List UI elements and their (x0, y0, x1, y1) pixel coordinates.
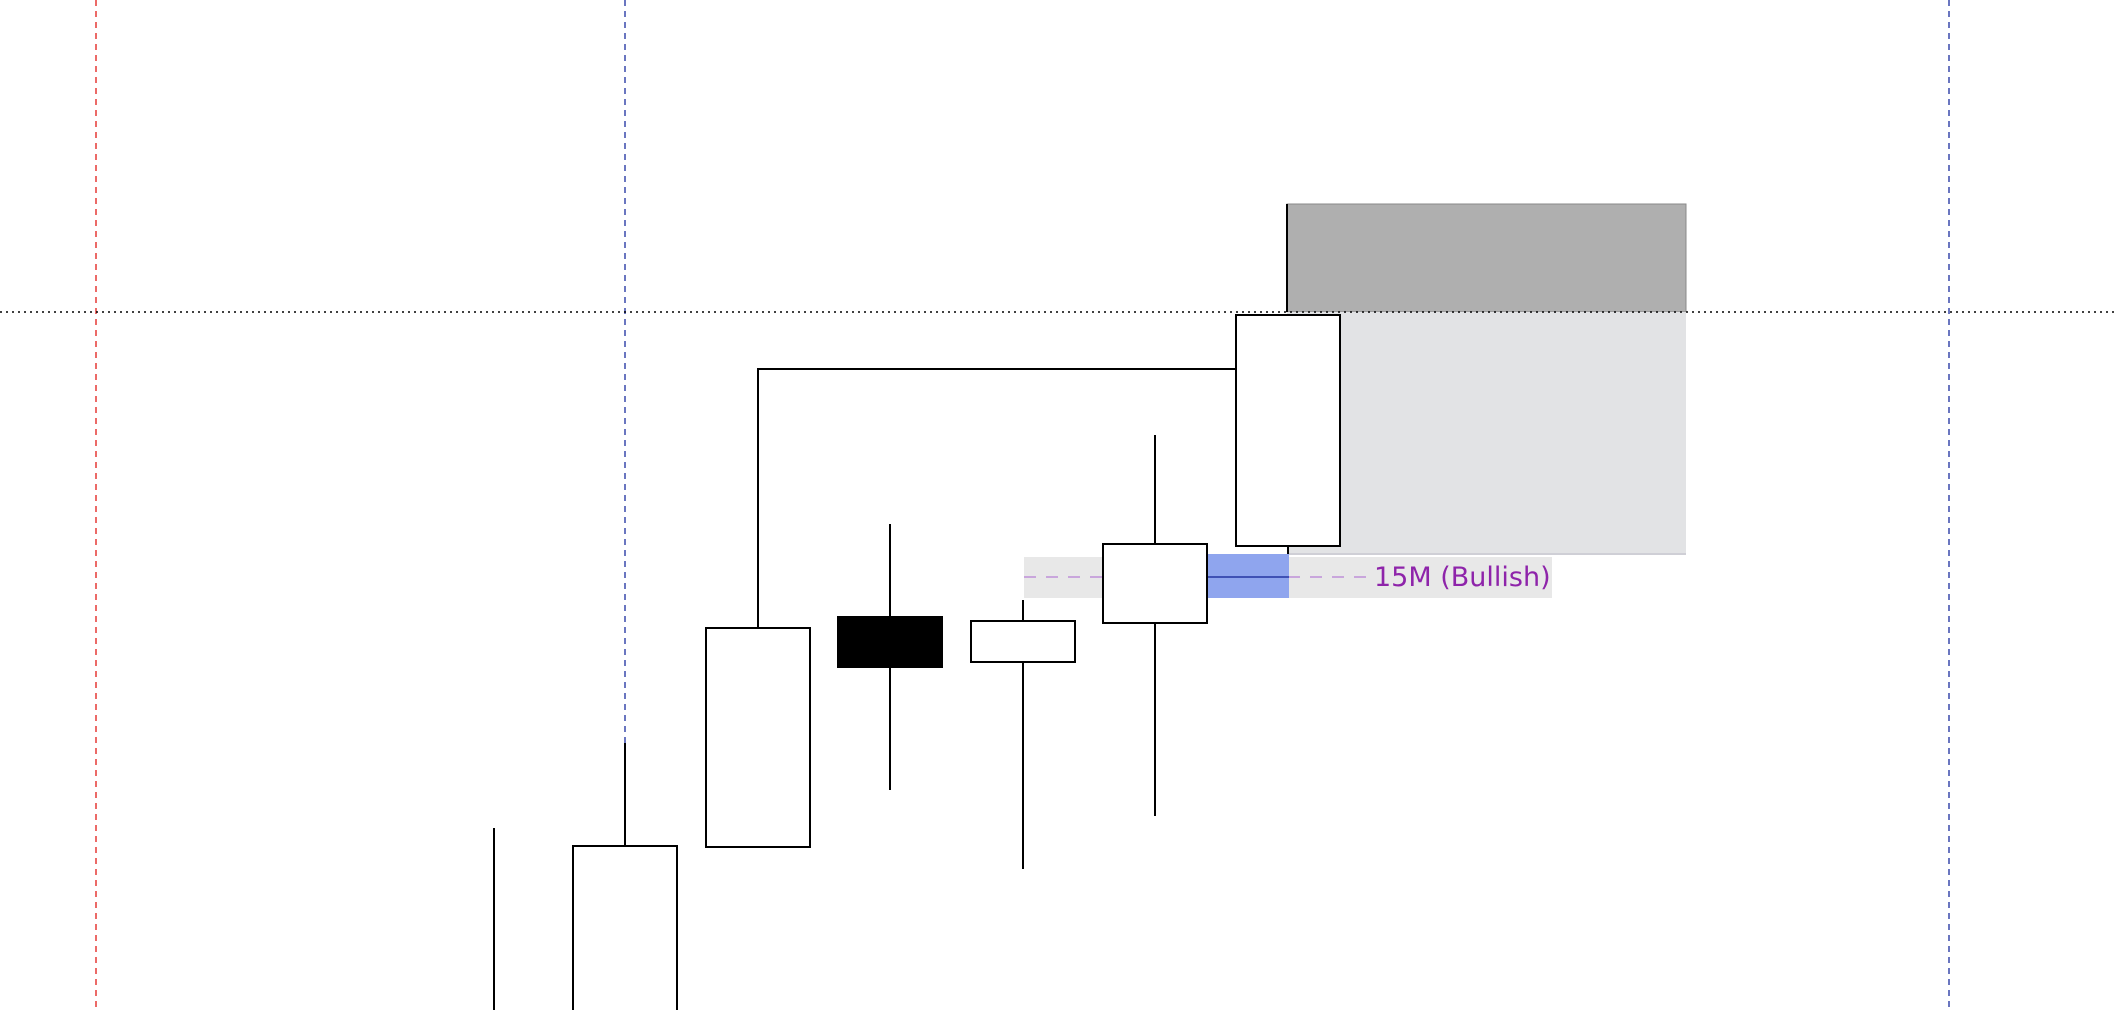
structure-line (757, 368, 1236, 628)
candle-body (1235, 314, 1341, 547)
zone-light (1287, 312, 1686, 554)
candle-body (705, 627, 811, 848)
candle-5 (970, 600, 1076, 869)
candle-body (1102, 543, 1208, 624)
fvg-label: 15M (Bullish) (1374, 562, 1551, 593)
candle-4 (837, 524, 943, 790)
candle-7 (1235, 314, 1341, 554)
candle-2 (572, 743, 678, 1010)
candle-body (970, 620, 1076, 663)
candle-body (837, 616, 943, 668)
zone-dark (1286, 203, 1687, 313)
candle-body (572, 845, 678, 1010)
candles (493, 314, 1341, 1010)
candle-3 (705, 627, 811, 848)
candle-6 (1102, 435, 1208, 816)
